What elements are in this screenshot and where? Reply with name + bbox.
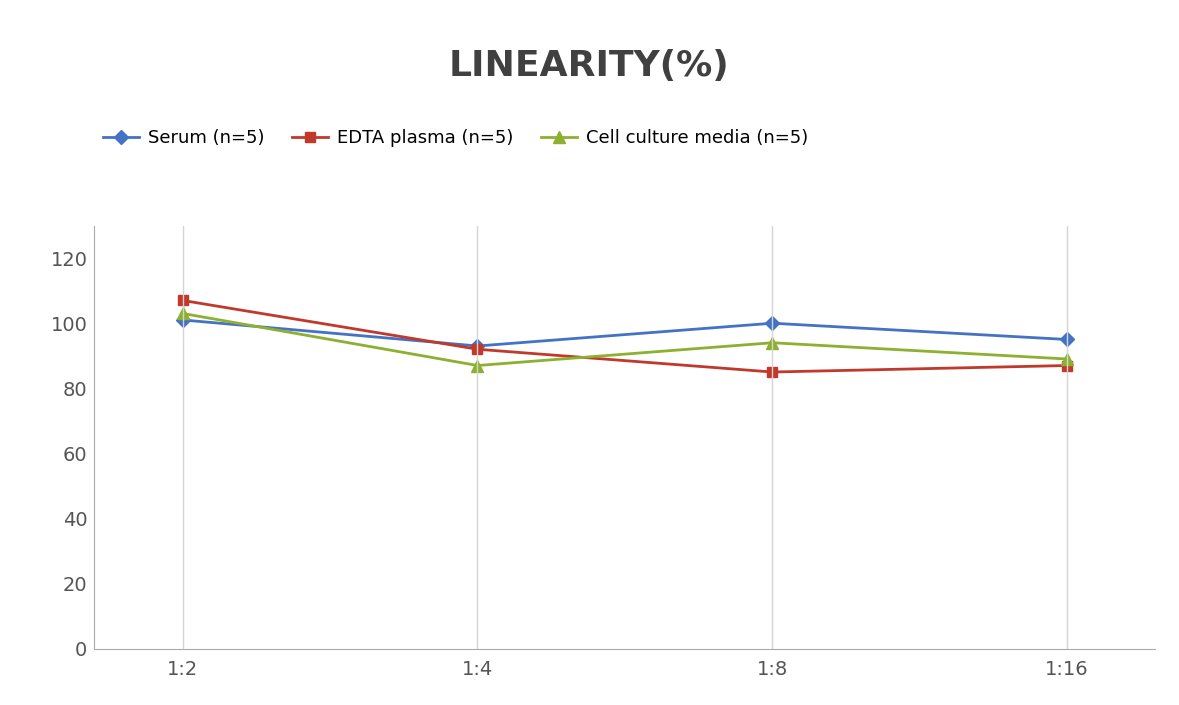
EDTA plasma (n=5) <box>765 368 779 376</box>
Serum (n=5) <box>470 342 485 350</box>
Line: Serum (n=5): Serum (n=5) <box>178 315 1072 351</box>
Cell culture media (n=5) <box>1060 355 1074 363</box>
Cell culture media (n=5) <box>470 361 485 369</box>
EDTA plasma (n=5) <box>176 296 190 305</box>
Serum (n=5) <box>176 316 190 324</box>
Legend: Serum (n=5), EDTA plasma (n=5), Cell culture media (n=5): Serum (n=5), EDTA plasma (n=5), Cell cul… <box>104 129 808 147</box>
Cell culture media (n=5) <box>765 338 779 347</box>
Line: Cell culture media (n=5): Cell culture media (n=5) <box>177 308 1073 371</box>
Cell culture media (n=5) <box>176 309 190 318</box>
EDTA plasma (n=5) <box>1060 361 1074 369</box>
Text: LINEARITY(%): LINEARITY(%) <box>449 49 730 83</box>
Line: EDTA plasma (n=5): EDTA plasma (n=5) <box>178 295 1072 377</box>
EDTA plasma (n=5) <box>470 345 485 353</box>
Serum (n=5) <box>1060 336 1074 344</box>
Serum (n=5) <box>765 319 779 327</box>
